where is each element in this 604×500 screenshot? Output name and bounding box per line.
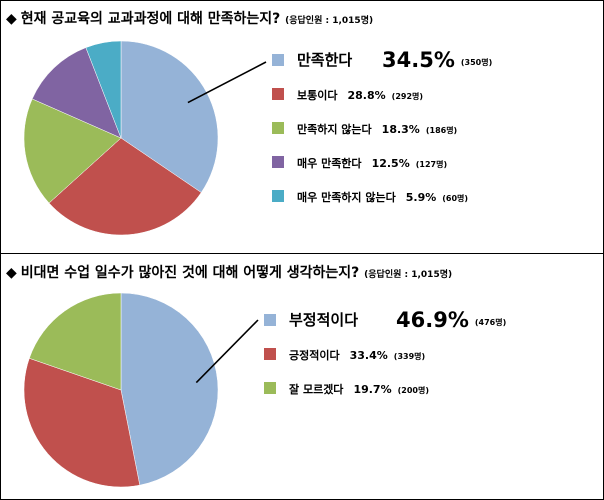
diamond-bullet-icon: ◆ (6, 11, 17, 27)
question-1-text: 현재 공교육의 교과과정에 대해 만족하는지? (20, 11, 281, 27)
callout-leader-line (187, 61, 267, 104)
legend-count: (339명) (394, 351, 425, 361)
pie-slice (48, 137, 202, 236)
legend-count: (60명) (442, 193, 468, 203)
legend-label: 매우 만족하지 않는다 (297, 190, 397, 204)
legend-percent: 28.8% (347, 89, 385, 102)
pie-slice (29, 292, 122, 391)
legend-count: (186명) (426, 125, 457, 135)
question-2-respondents: (응답인원 : 1,015명) (364, 270, 453, 280)
diamond-bullet-icon: ◆ (6, 265, 17, 281)
pie-chart-satisfaction: 만족한다 34.5% (350명) 보통이다 28.8% (292명) 만족하지 않는다 18… (23, 40, 492, 236)
legend-label: 부정적이다 (289, 311, 358, 329)
legend-percent: 19.7% (353, 383, 391, 396)
legend-count: (292명) (392, 91, 423, 101)
legend-swatch (272, 122, 284, 134)
question-1-title: ◆ 현재 공교육의 교과과정에 대해 만족하는지? (응답인원 : 1,015명) (6, 8, 373, 28)
pie-slice (120, 292, 219, 486)
callout-leader-line (195, 319, 259, 384)
pie-slice (23, 98, 122, 204)
pie-slice (23, 357, 141, 488)
legend-count: (350명) (461, 57, 492, 67)
legend-swatch (272, 54, 284, 66)
legend-label: 잘 모르겠다 (289, 382, 344, 396)
legend-percent: 34.5% (382, 48, 455, 72)
legend-count: (476명) (475, 317, 506, 327)
legend-swatch (272, 190, 284, 202)
legend-swatch (264, 348, 276, 360)
question-2-title: ◆ 비대면 수업 일수가 많아진 것에 대해 어떻게 생각하는지? (응답인원 :… (6, 262, 452, 282)
pie-slice (85, 40, 122, 139)
legend-swatch (272, 156, 284, 168)
legend-count: (127명) (416, 159, 447, 169)
legend-label: 매우 만족한다 (297, 156, 362, 170)
legend-label: 만족한다 (297, 51, 352, 69)
legend-percent: 33.4% (350, 349, 388, 362)
legend-label: 보통이다 (297, 88, 338, 102)
legend-swatch (264, 314, 276, 326)
section-divider (0, 253, 604, 254)
legend-percent: 18.3% (382, 123, 420, 136)
legend-percent: 12.5% (372, 157, 410, 170)
question-2-text: 비대면 수업 일수가 많아진 것에 대해 어떻게 생각하는지? (20, 265, 360, 281)
pie-slice (31, 47, 122, 139)
question-1-respondents: (응답인원 : 1,015명) (285, 16, 374, 26)
pie-chart-remote-classes: 부정적이다 46.9% (476명) 긍정적이다 33.4% (339명) 잘 모르겠다 19… (23, 292, 506, 488)
legend-label: 긍정적이다 (289, 348, 340, 362)
legend-swatch (264, 382, 276, 394)
legend-label: 만족하지 않는다 (297, 122, 373, 136)
legend-swatch (272, 88, 284, 100)
legend-percent: 5.9% (406, 191, 437, 204)
legend-count: (200명) (398, 385, 429, 395)
legend-percent: 46.9% (396, 308, 469, 332)
